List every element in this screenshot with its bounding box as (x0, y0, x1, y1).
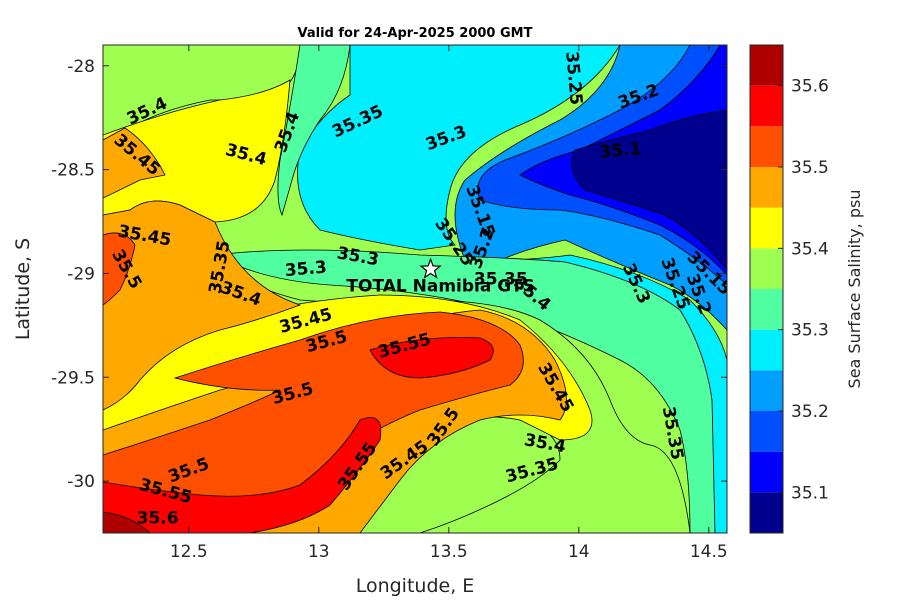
colorbar-swatch (750, 126, 783, 167)
colorbar-tick-label: 35.5 (791, 158, 829, 178)
contour-label: 35.35 (474, 270, 528, 290)
colorbar-swatch (750, 492, 783, 533)
colorbar-swatch (750, 207, 783, 249)
contour-label: 35.3 (284, 257, 328, 281)
y-axis: -28 -28.5 -29 -29.5 -30 (51, 57, 727, 492)
colorbar-tick-label: 35.2 (791, 402, 829, 422)
colorbar-swatch (750, 85, 783, 127)
chart-title: Valid for 24-Apr-2025 2000 GMT (298, 26, 533, 41)
plot-area (103, 45, 727, 533)
contour-label: 35.1 (599, 139, 643, 163)
colorbar: 35.1 35.2 35.3 35.4 35.5 35.6 Sea Surface Sal… (749, 44, 864, 534)
colorbar-swatch (750, 289, 783, 330)
region-35-35-band (213, 249, 716, 533)
y-tick-label: -29.5 (51, 368, 95, 388)
contour-label: 35.6 (137, 508, 179, 528)
colorbar-swatch (750, 45, 783, 86)
contour-label: 35.25 (561, 51, 586, 106)
region-35-35-green-north (277, 45, 351, 217)
y-tick-label: -28 (67, 57, 95, 77)
site-star-icon (419, 257, 442, 279)
colorbar-tick-label: 35.4 (791, 239, 829, 259)
site-label: TOTAL Namibia GTS (346, 276, 534, 296)
x-tick-label: 13.5 (430, 542, 468, 562)
colorbar-tick-label: 35.3 (791, 321, 829, 341)
y-axis-label: Latitude, S (12, 238, 34, 340)
y-tick-label: -28.5 (51, 161, 95, 181)
colorbar-swatch (750, 329, 783, 371)
y-tick-label: -29 (67, 264, 95, 284)
colorbar-swatch (750, 167, 783, 208)
colorbar-swatch (750, 411, 783, 452)
colorbar-label: Sea Surface Salinity, psu (845, 190, 864, 389)
colorbar-frame (749, 44, 784, 534)
x-tick-label: 13 (308, 542, 330, 562)
y-tick-label: -30 (67, 472, 95, 492)
colorbar-swatch (750, 248, 783, 289)
plot-frame (102, 44, 728, 534)
region-35-05 (571, 109, 727, 271)
x-axis: 12.5 13 13.5 14 14.5 (170, 45, 728, 562)
colorbar-swatch (750, 451, 783, 493)
site-marker-group: TOTAL Namibia GTS (346, 257, 535, 296)
x-tick-label: 14 (568, 542, 590, 562)
region-35-45-orange-nw (103, 127, 166, 199)
colorbar-tick-label: 35.6 (791, 77, 829, 97)
x-tick-label: 14.5 (690, 542, 728, 562)
colorbar-tick-label: 35.1 (791, 483, 829, 503)
colorbar-swatch (750, 370, 783, 411)
region-35-65 (103, 511, 151, 533)
region-35-6 (103, 337, 494, 533)
x-tick-label: 12.5 (170, 542, 208, 562)
x-axis-label: Longitude, E (356, 575, 475, 597)
